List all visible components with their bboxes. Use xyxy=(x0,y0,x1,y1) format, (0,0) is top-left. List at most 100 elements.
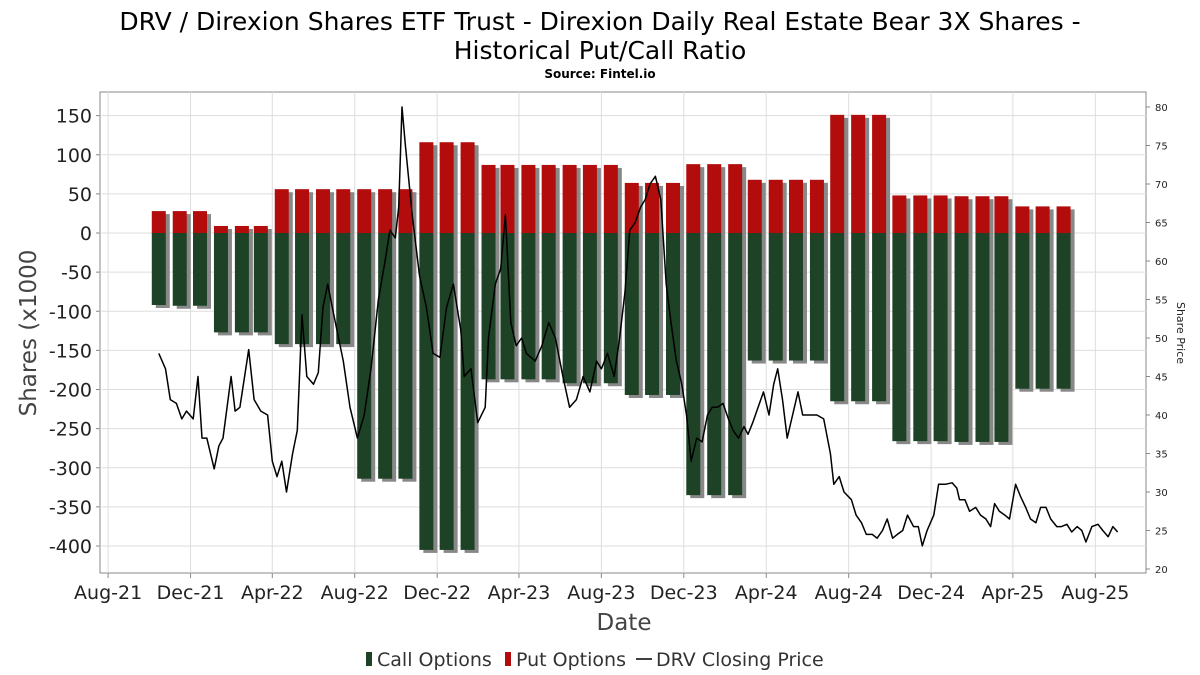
y-tick-label: 0 xyxy=(80,223,92,245)
call-bar xyxy=(193,233,208,306)
y-tick-label: -250 xyxy=(49,419,92,441)
y-tick-label: 50 xyxy=(68,184,92,206)
put-bar xyxy=(788,179,803,233)
put-bar xyxy=(378,189,393,233)
y2-tick-label: 30 xyxy=(1155,488,1168,499)
legend-put-label: Put Options xyxy=(516,649,626,671)
y2-tick-label: 65 xyxy=(1155,219,1168,230)
put-bar xyxy=(481,164,496,233)
call-bar xyxy=(933,233,948,442)
call-bar xyxy=(768,233,783,361)
put-bar xyxy=(521,164,536,233)
legend-call-swatch xyxy=(366,652,372,666)
call-bar xyxy=(419,233,434,550)
put-bar xyxy=(707,164,722,233)
call-bar xyxy=(357,233,372,479)
put-bar xyxy=(686,164,701,233)
call-bar xyxy=(809,233,824,361)
put-bar xyxy=(830,114,845,233)
put-bar xyxy=(439,142,454,233)
put-bar xyxy=(666,182,681,233)
call-bar xyxy=(603,233,618,384)
put-bar xyxy=(954,196,969,233)
put-bar xyxy=(398,189,413,233)
legend: Call Options Put Options DRV Closing Pri… xyxy=(366,649,824,671)
x-tick-label: Dec-22 xyxy=(403,582,471,604)
put-bar xyxy=(892,195,907,233)
chart-title-line1: DRV / Direxion Shares ETF Trust - Direxi… xyxy=(119,7,1080,36)
call-bar xyxy=(295,233,310,345)
legend-call-label: Call Options xyxy=(377,649,492,671)
y2-tick-label: 75 xyxy=(1155,142,1168,153)
bar-layer xyxy=(151,114,1075,553)
y-tick-label: -100 xyxy=(49,301,92,323)
y-axis-label: Shares (x1000 xyxy=(16,250,42,417)
call-bar xyxy=(994,233,1009,442)
call-bar xyxy=(253,233,268,333)
y-tick-label: -150 xyxy=(49,340,92,362)
put-bar xyxy=(728,164,743,233)
put-bar xyxy=(357,189,372,233)
x-tick-label: Apr-23 xyxy=(488,582,551,604)
y-tick-label: -50 xyxy=(61,262,92,284)
call-bar xyxy=(728,233,743,496)
call-bar xyxy=(234,233,249,333)
put-bar xyxy=(234,225,249,233)
put-bar xyxy=(994,196,1009,233)
call-bar xyxy=(541,233,556,380)
y2-tick-label: 25 xyxy=(1155,527,1168,538)
call-bar xyxy=(172,233,187,306)
call-bar xyxy=(747,233,762,361)
put-bar xyxy=(1056,206,1071,233)
y2-tick-label: 20 xyxy=(1155,565,1168,576)
call-bar xyxy=(500,233,515,380)
call-bar xyxy=(274,233,289,345)
y-tick-label: 150 xyxy=(56,106,92,128)
call-bar xyxy=(213,233,228,333)
put-bar xyxy=(1015,206,1030,233)
put-bar xyxy=(336,189,351,233)
put-bar xyxy=(500,164,515,233)
x-tick-label: Aug-23 xyxy=(567,582,635,604)
y2-tick-label: 80 xyxy=(1155,103,1168,114)
y2-axis-ticks: 80 75 70 65 60 55 50 45 40 35 30 25 20 xyxy=(1146,103,1168,576)
y2-tick-label: 35 xyxy=(1155,450,1168,461)
call-bar xyxy=(582,233,597,384)
put-bar xyxy=(253,225,268,233)
call-bar xyxy=(398,233,413,479)
x-tick-label: Apr-22 xyxy=(241,582,304,604)
put-bar xyxy=(419,142,434,233)
y2-tick-label: 60 xyxy=(1155,257,1168,268)
y-tick-label: -400 xyxy=(49,536,92,558)
put-bar xyxy=(768,179,783,233)
put-bar xyxy=(645,182,660,233)
y-tick-label: -300 xyxy=(49,458,92,480)
y2-tick-label: 45 xyxy=(1155,373,1168,384)
call-bar xyxy=(892,233,907,442)
y2-tick-label: 50 xyxy=(1155,334,1168,345)
call-bar xyxy=(315,233,330,345)
call-bar xyxy=(624,233,639,395)
put-bar xyxy=(851,114,866,233)
y2-tick-label: 55 xyxy=(1155,296,1168,307)
call-bar xyxy=(378,233,393,479)
call-bar xyxy=(562,233,577,384)
put-bar xyxy=(295,189,310,233)
y2-axis-label: Share Price xyxy=(1174,302,1187,364)
x-tick-label: Dec-23 xyxy=(650,582,718,604)
put-bar xyxy=(213,225,228,233)
put-bar xyxy=(872,114,887,233)
chart-title-line2: Historical Put/Call Ratio xyxy=(454,36,747,65)
call-bar xyxy=(788,233,803,361)
call-bar xyxy=(851,233,866,402)
put-bar xyxy=(172,211,187,233)
y2-tick-label: 40 xyxy=(1155,411,1168,422)
legend-put-swatch xyxy=(505,652,511,666)
call-bar xyxy=(954,233,969,442)
call-bar xyxy=(872,233,887,402)
put-bar xyxy=(274,189,289,233)
x-tick-label: Aug-21 xyxy=(74,582,142,604)
call-bar xyxy=(913,233,928,442)
put-bar xyxy=(460,142,475,233)
y-tick-label: 100 xyxy=(56,145,92,167)
